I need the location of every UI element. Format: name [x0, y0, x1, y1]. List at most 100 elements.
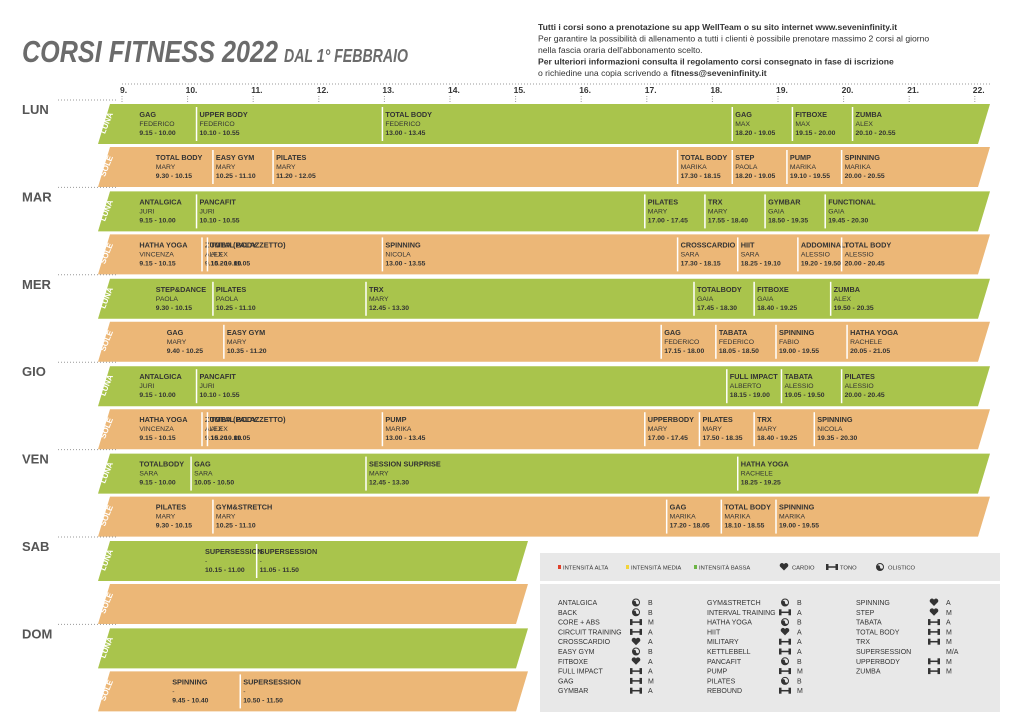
course-level: A	[946, 600, 951, 607]
class-teacher: MARY	[648, 208, 668, 215]
class-teacher: VINCENZA	[139, 251, 174, 258]
hour-label: 21.	[907, 85, 919, 95]
class-name: TOTAL BODY	[210, 240, 257, 249]
class-teacher: MARY	[276, 164, 296, 171]
icon-tono	[630, 668, 633, 675]
course-name: TOTAL BODY	[856, 629, 900, 636]
course-name: CORE + ABS	[558, 620, 600, 627]
class-teacher: MARY	[708, 208, 728, 215]
class-time: 20.00 - 20.45	[845, 392, 885, 399]
course-name: GYM&STRETCH	[707, 600, 761, 607]
class-time: 9.40 - 10.25	[167, 348, 203, 355]
class-teacher: ALESSIO	[784, 383, 813, 390]
icon-olistico	[632, 649, 640, 656]
course-name: FITBOXE	[558, 659, 588, 666]
day-label: VEN	[22, 452, 49, 467]
class-teacher: PAOLA	[156, 296, 179, 303]
course-name: KETTLEBELL	[707, 649, 751, 656]
info-line: o richiedine una copia scrivendo a	[538, 68, 668, 78]
class-name: ANTALGICA	[139, 197, 182, 206]
icon-tono	[937, 628, 940, 635]
class-teacher: VINCENZA	[139, 426, 174, 433]
class-teacher: FABIO	[779, 339, 799, 346]
course-level: M/A	[946, 649, 959, 656]
course-name: ZUMBA	[856, 669, 881, 676]
class-time: 10.10 - 10.55	[200, 217, 240, 224]
class-time: 19.00 - 19.55	[779, 348, 819, 355]
class-name: TRX	[708, 197, 723, 206]
intensity-swatch	[558, 565, 561, 569]
info-line: nella fascia oraria dell'abbonamento sce…	[538, 45, 703, 55]
icon-tono	[630, 687, 633, 694]
class-name: TOTAL BODY	[156, 153, 203, 162]
hour-label: 20.	[842, 85, 854, 95]
course-level: B	[648, 600, 653, 607]
class-name: GAG	[167, 328, 184, 337]
class-time: 10.25 - 11.10	[216, 173, 256, 180]
class-name: GAG	[194, 460, 211, 469]
icon-olistico	[632, 600, 640, 607]
class-time: 19.05 - 19.50	[784, 392, 824, 399]
class-teacher: MARY	[227, 339, 247, 346]
class-teacher: ALBERTO	[730, 383, 761, 390]
row-band	[98, 628, 528, 669]
class-teacher: SARA	[194, 471, 213, 478]
icon-tono	[937, 658, 940, 665]
class-name: UPPER BODY	[200, 110, 248, 119]
class-teacher: MARY	[648, 426, 668, 433]
icon-tono	[928, 638, 931, 645]
class-teacher: RACHELE	[850, 339, 883, 346]
course-level: M	[946, 639, 952, 646]
class-time: 10.25 - 11.10	[216, 305, 256, 312]
icon-tono	[639, 677, 642, 684]
row-band	[98, 321, 990, 362]
class-teacher: ALESSIO	[845, 383, 874, 390]
class-name: TOTAL BODY	[724, 503, 771, 512]
icon-tono	[937, 638, 940, 645]
icon-olistico	[781, 679, 789, 685]
course-name: PUMP	[707, 669, 728, 676]
class-name: SPINNING	[817, 415, 853, 424]
icon-tono	[630, 619, 633, 626]
hour-label: 13.	[382, 85, 394, 95]
row-band	[98, 496, 990, 537]
class-teacher: GAIA	[757, 296, 774, 303]
hour-label: 18.	[710, 85, 722, 95]
class-name: SESSION SURPRISE	[369, 460, 441, 469]
class-teacher: GAIA	[697, 296, 714, 303]
class-time: 9.15 - 10.00	[139, 130, 175, 137]
class-name: GAG	[139, 110, 156, 119]
class-time: 17.30 - 18.15	[681, 173, 721, 180]
class-name: PILATES	[702, 415, 732, 424]
course-name: HATHA YOGA	[707, 620, 752, 627]
kind-label: CARDIO	[792, 566, 815, 572]
row-band	[98, 191, 990, 232]
class-teacher: NICOLA	[817, 426, 843, 433]
class-name: GAG	[664, 328, 681, 337]
class-name: PANCAFIT	[200, 372, 237, 381]
class-name: STEP	[735, 153, 754, 162]
course-level: A	[797, 639, 802, 646]
class-name: FITBOXE	[795, 110, 827, 119]
class-time: 9.15 - 10.15	[139, 435, 175, 442]
hour-label: 12.	[317, 85, 329, 95]
class-name: CROSSCARDIO	[681, 240, 736, 249]
class-time: 19.10 - 19.55	[790, 173, 830, 180]
class-time: 18.50 - 19.35	[768, 217, 808, 224]
info-line: Per ulteriori informazioni consulta il r…	[538, 57, 894, 67]
class-name: TABATA	[784, 372, 813, 381]
class-teacher: FEDERICO	[385, 121, 420, 128]
course-name: HIIT	[707, 629, 721, 636]
class-teacher: MARIKA	[670, 514, 697, 521]
class-name: SPINNING	[845, 153, 881, 162]
class-teacher: MARY	[156, 514, 176, 521]
class-time: 19.35 - 20.30	[817, 435, 857, 442]
row-band	[98, 366, 990, 407]
course-level: B	[797, 659, 802, 666]
class-time: 17.30 - 18.15	[681, 260, 721, 267]
class-teacher: FEDERICO	[719, 339, 754, 346]
class-name: TOTALBODY	[139, 460, 184, 469]
class-name: SUPERSESSION	[260, 547, 318, 556]
class-teacher: FEDERICO	[139, 121, 174, 128]
icon-cardio	[779, 563, 789, 571]
